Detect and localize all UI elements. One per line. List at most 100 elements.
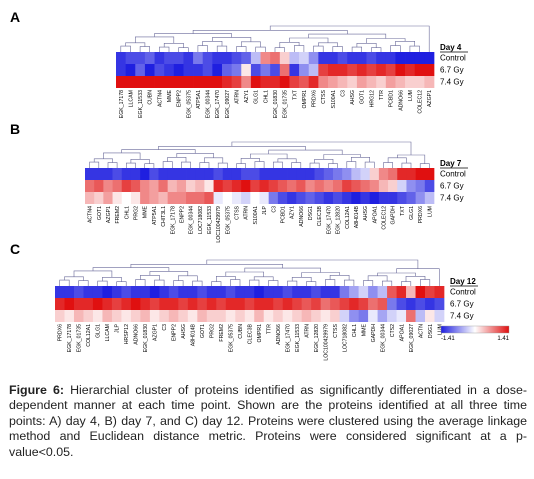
dendrogram-branch xyxy=(328,163,338,168)
heatmap-cell xyxy=(299,64,310,76)
dendrogram-branch xyxy=(236,46,247,52)
heatmap-cell xyxy=(250,192,260,204)
heatmap-cell xyxy=(388,192,398,204)
heatmap-cell xyxy=(176,192,187,204)
heatmap-cell xyxy=(197,298,208,310)
heatmap-cell xyxy=(111,310,122,322)
panel-letter: C xyxy=(10,241,20,257)
heatmap-cell xyxy=(289,64,300,76)
heatmap-cell xyxy=(279,64,290,76)
heatmap-cell xyxy=(320,298,331,310)
heatmap-cell xyxy=(259,168,270,180)
heatmap-cell xyxy=(168,310,179,322)
heatmap-cell xyxy=(273,310,284,322)
heatmap-cell xyxy=(158,192,168,204)
dendrogram-branch xyxy=(78,280,89,286)
heatmap-cell xyxy=(222,168,233,180)
heatmap-cell xyxy=(339,298,350,310)
panel-letter: A xyxy=(10,9,20,25)
heatmap-cell xyxy=(369,180,380,192)
heatmap-cell xyxy=(222,64,232,76)
heatmap-cell xyxy=(173,52,184,64)
heatmap-cell xyxy=(301,298,312,310)
gene-label: GAPDH xyxy=(391,206,397,225)
heatmap-cell xyxy=(212,52,223,64)
gene-label: DSG1 xyxy=(428,324,434,338)
heatmap-cell xyxy=(406,286,416,298)
gene-label: COLEC12 xyxy=(418,90,424,114)
gene-labels: PRDX6 EGK_17178 EGK_01735 COL12A1 GLG1 LLCAM J… xyxy=(58,323,444,360)
dendrogram-branch xyxy=(309,162,320,168)
heatmap-cell xyxy=(292,286,303,298)
heatmap-cell xyxy=(178,298,189,310)
heatmap-cell xyxy=(277,192,288,204)
heatmap-cell xyxy=(434,310,445,322)
heatmap-cell xyxy=(337,76,348,88)
heatmap-cell xyxy=(292,298,303,310)
heatmap-cell xyxy=(92,298,103,310)
gene-label: AZY1 xyxy=(290,206,296,219)
gene-label: EGK_00344 xyxy=(189,206,195,234)
heatmap-cell xyxy=(376,64,387,76)
dendrogram-branch xyxy=(103,152,141,160)
heatmap-cell xyxy=(376,76,387,88)
heatmap-cell xyxy=(360,180,371,192)
gene-label: CUBN xyxy=(148,90,154,105)
dendrogram-branch xyxy=(325,279,336,286)
dendrogram-branch xyxy=(390,45,401,52)
gene-label: C3 xyxy=(271,206,277,213)
gene-label: EGK_17470 xyxy=(326,206,332,234)
heatmap-cell xyxy=(385,64,396,76)
heatmap-cell xyxy=(360,168,371,180)
heatmap-cell xyxy=(377,286,388,298)
heatmap-cell xyxy=(342,180,352,192)
heatmap-cell xyxy=(301,286,312,298)
dendrogram-branch xyxy=(139,46,150,52)
heatmap-cell xyxy=(425,298,435,310)
heatmap-cell xyxy=(125,52,136,64)
heatmap-cell xyxy=(140,286,151,298)
gene-label: ACTN4 xyxy=(157,90,163,107)
dendrogram-branch xyxy=(396,268,440,286)
dendrogram-branch xyxy=(162,161,173,168)
heatmap-cell xyxy=(305,192,315,204)
row-label: 6.7 Gy xyxy=(450,300,474,309)
heatmap-cell xyxy=(414,76,425,88)
heatmap-cell xyxy=(173,64,184,76)
heatmap-cells xyxy=(85,168,435,204)
gene-label: A8H014B xyxy=(354,205,360,228)
heatmap-cell xyxy=(167,192,178,204)
gene-label: C3 xyxy=(341,90,347,97)
dendrogram-branch xyxy=(273,161,283,168)
gene-label: GOT1 xyxy=(97,206,103,220)
heatmap-cell xyxy=(347,64,358,76)
heatmap-cell xyxy=(277,180,288,192)
dendrogram-branch xyxy=(107,162,118,168)
heatmap-cell xyxy=(130,168,141,180)
heatmap-cell xyxy=(206,310,217,322)
heatmap-cell xyxy=(173,76,184,88)
dendrogram-branch xyxy=(178,47,189,52)
dendrogram-branch xyxy=(216,276,236,282)
heatmap-cell xyxy=(311,286,322,298)
dendrogram-branch xyxy=(59,279,70,286)
heatmap-cell xyxy=(83,286,94,298)
dendrogram-branch xyxy=(255,46,266,52)
heatmap-cell xyxy=(330,286,340,298)
row-label: Control xyxy=(440,54,466,63)
heatmap-cell xyxy=(55,298,65,310)
gene-label: ADNO66 xyxy=(398,90,404,111)
heatmap-cell xyxy=(405,52,416,64)
heatmap-cell xyxy=(94,180,104,192)
heatmap-cell xyxy=(73,310,84,322)
heatmap-cell xyxy=(186,192,196,204)
gene-label: PRG2 xyxy=(210,324,216,338)
dendrogram-branch xyxy=(323,154,361,160)
heatmap-cell xyxy=(406,192,416,204)
heatmap-cell xyxy=(424,52,435,64)
heatmap-cell xyxy=(149,298,160,310)
heatmap-cell xyxy=(178,286,189,298)
dendrogram-branch xyxy=(249,279,260,286)
heatmap-cell xyxy=(388,180,398,192)
heatmap-cell xyxy=(337,64,348,76)
